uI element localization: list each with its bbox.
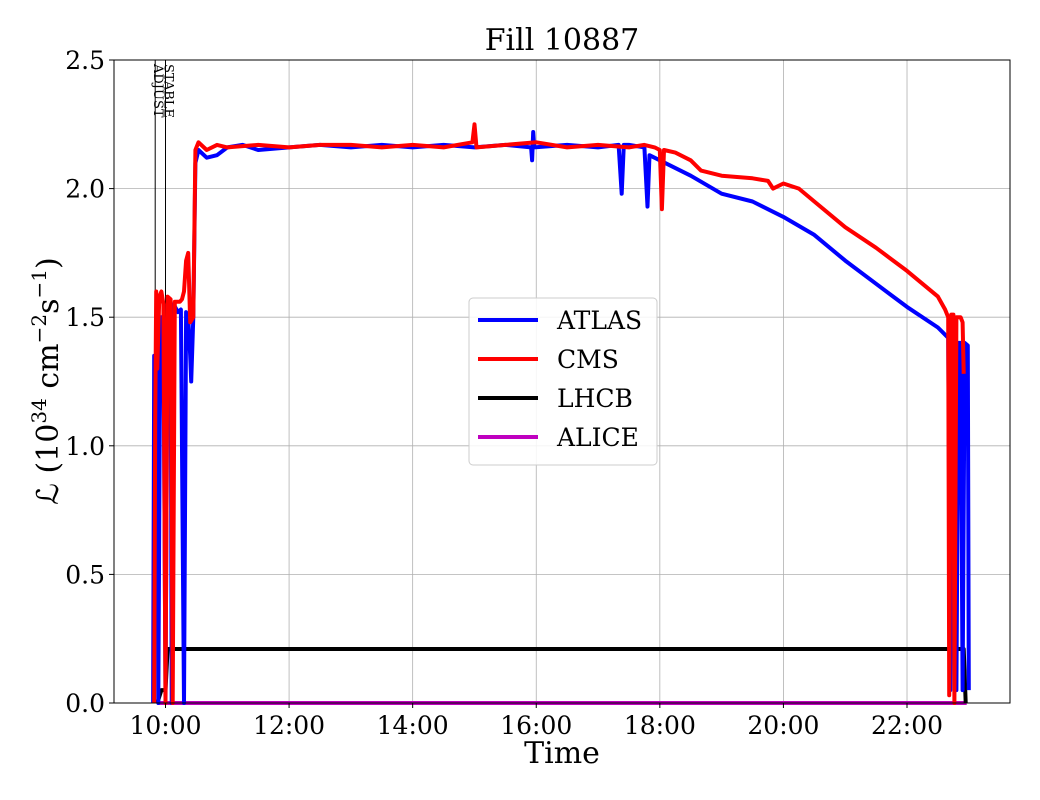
legend-label-cms: CMS xyxy=(557,345,619,374)
tick-layer: 10:00 12:00 14:00 16:00 18:00 20:00 22:00 0.0 0.… xyxy=(65,46,943,740)
x-tick-label: 18:00 xyxy=(624,711,696,740)
legend-entry-atlas: ATLAS xyxy=(478,306,642,335)
x-axis-label: Time xyxy=(524,736,600,771)
chart-title: Fill 10887 xyxy=(485,23,640,58)
y-axis-label-exp1: 34 xyxy=(27,398,51,423)
x-tick-label: 12:00 xyxy=(253,711,325,740)
y-axis-label-exp2: −2 xyxy=(27,314,51,343)
legend-label-lhcb: LHCB xyxy=(557,384,633,413)
y-tick-label: 2.0 xyxy=(65,175,105,204)
y-axis-label-mid: cm xyxy=(31,343,66,398)
legend-entry-cms: CMS xyxy=(478,345,619,374)
legend-label-atlas: ATLAS xyxy=(556,306,642,335)
y-tick-label: 0.5 xyxy=(65,560,105,589)
x-tick-label: 10:00 xyxy=(129,711,201,740)
legend: ATLAS CMS LHCB ALICE xyxy=(468,297,658,466)
x-tick-label: 14:00 xyxy=(377,711,449,740)
y-tick-label: 1.0 xyxy=(65,432,105,461)
series-line-cms xyxy=(152,122,966,705)
plot-frame xyxy=(113,59,1011,704)
y-axis-label-suffix: ) xyxy=(31,257,66,269)
legend-entry-alice: ALICE xyxy=(478,423,639,452)
legend-entry-lhcb: LHCB xyxy=(478,384,633,413)
x-tick-label: 16:00 xyxy=(500,711,572,740)
y-axis-label-exp3: −1 xyxy=(27,269,51,298)
legend-label-alice: ALICE xyxy=(556,423,639,452)
y-tick-label: 2.5 xyxy=(65,46,105,75)
x-tick-label: 20:00 xyxy=(747,711,819,740)
x-tick-label: 22:00 xyxy=(871,711,943,740)
y-tick-label: 1.5 xyxy=(65,303,105,332)
legend-box xyxy=(468,297,658,466)
phase-marker-label-stable: STABLE xyxy=(160,64,175,118)
y-tick-label: 0.0 xyxy=(65,689,105,718)
y-axis-label-s: s xyxy=(31,299,66,314)
y-axis-label-prefix: ℒ (10 xyxy=(31,424,66,505)
phase-marker-label-adjust: ADJUST xyxy=(150,63,165,118)
y-axis-label: ℒ (1034 cm−2s−1) xyxy=(27,257,66,504)
